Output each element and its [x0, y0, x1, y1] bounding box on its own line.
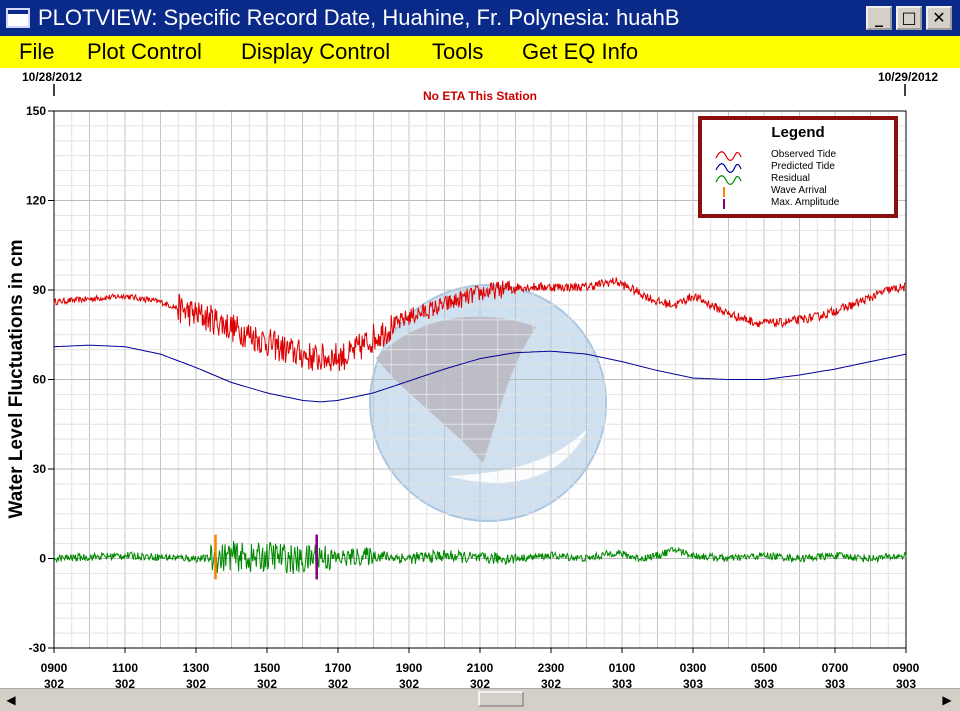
x-tick-label-time: 0500 — [751, 661, 778, 675]
x-tick-label-day: 303 — [896, 677, 916, 688]
x-tick-label-day: 303 — [825, 677, 845, 688]
legend-symbol-observed — [715, 151, 742, 161]
series-observed-tide — [53, 277, 907, 372]
scroll-left-arrow-icon[interactable]: ◀ — [6, 693, 16, 707]
y-tick-label: 150 — [26, 104, 46, 118]
scrollbar-thumb[interactable] — [478, 691, 524, 707]
y-tick-label: 90 — [33, 283, 47, 297]
x-tick-label-day: 302 — [44, 677, 64, 688]
x-tick-label-time: 1900 — [396, 661, 423, 675]
x-tick-label-time: 1100 — [112, 661, 138, 675]
legend-entry-max-amplitude: Max. Amplitude — [714, 197, 894, 210]
legend-symbol-predicted — [715, 163, 742, 173]
legend-symbol-wave-arrival — [723, 187, 725, 197]
scroll-right-arrow-icon[interactable]: ▶ — [942, 693, 952, 707]
legend-label-max-amplitude: Max. Amplitude — [771, 197, 840, 208]
legend-symbol-residual — [715, 175, 742, 185]
x-tick-label-time: 0700 — [822, 661, 849, 675]
x-tick-label-time: 2300 — [538, 661, 565, 675]
y-axis-title: Water Level Fluctuations in cm — [6, 239, 27, 518]
horizontal-scrollbar[interactable]: ◀ ▶ — [0, 688, 960, 711]
series-predicted-tide — [53, 344, 907, 403]
x-tick-label-day: 302 — [328, 677, 348, 688]
menu-get-eq-info[interactable]: Get EQ Info — [522, 39, 639, 64]
menu-display-control[interactable]: Display Control — [241, 39, 391, 64]
x-tick-label-time: 0300 — [680, 661, 707, 675]
x-tick-label-day: 302 — [115, 677, 135, 688]
x-tick-label-day: 303 — [612, 677, 632, 688]
x-tick-label-time: 1700 — [325, 661, 352, 675]
menu-bar: File Plot Control Display Control Tools … — [0, 36, 960, 68]
x-tick-label-day: 302 — [186, 677, 206, 688]
legend-entry-wave-arrival: Wave Arrival — [714, 185, 894, 198]
legend-title: Legend — [771, 124, 825, 141]
x-tick-label-time: 0900 — [893, 661, 920, 675]
eta-note: No ETA This Station — [423, 89, 537, 103]
x-tick-label-day: 302 — [257, 677, 277, 688]
x-tick-label-time: 2100 — [467, 661, 494, 675]
window-title: PLOTVIEW: Specific Record Date, Huahine,… — [38, 5, 680, 30]
noaa-watermark — [369, 284, 607, 522]
maximize-button[interactable]: □ — [896, 6, 922, 30]
x-tick-label-time: 0100 — [609, 661, 636, 675]
x-tick-label-day: 302 — [470, 677, 490, 688]
y-tick-label: 30 — [33, 462, 47, 476]
minimize-button[interactable]: _ — [866, 6, 892, 30]
start-date-label: 10/28/2012 — [22, 70, 82, 84]
menu-file[interactable]: File — [19, 39, 55, 64]
y-tick-label: -30 — [29, 641, 47, 655]
legend-label-wave-arrival: Wave Arrival — [771, 185, 827, 196]
title-bar[interactable]: PLOTVIEW: Specific Record Date, Huahine,… — [0, 0, 960, 36]
legend-entry-residual: Residual — [714, 173, 894, 186]
x-tick-label-day: 303 — [683, 677, 703, 688]
legend-label-observed: Observed Tide — [771, 149, 837, 160]
x-tick-label-day: 302 — [399, 677, 419, 688]
y-tick-label: 60 — [33, 373, 47, 387]
end-date-label: 10/29/2012 — [878, 70, 938, 84]
plot-area: 150 120 90 60 30 0 -30 0900 302 1100 302 1300 302 15… — [0, 68, 960, 691]
legend-symbol-max-amplitude — [723, 199, 725, 209]
menu-tools[interactable]: Tools — [432, 39, 484, 64]
legend-label-predicted: Predicted Tide — [771, 161, 835, 172]
x-tick-label-day: 302 — [541, 677, 561, 688]
chart-legend: Legend Observed Tide Predicted Tide Resi… — [698, 116, 898, 218]
tide-chart: 150 120 90 60 30 0 -30 0900 302 1100 302 1300 302 15… — [6, 70, 938, 691]
x-tick-label-time: 1500 — [254, 661, 281, 675]
legend-label-residual: Residual — [771, 173, 810, 184]
close-button[interactable]: ✕ — [926, 6, 952, 30]
y-tick-label: 120 — [26, 194, 46, 208]
legend-entry-predicted: Predicted Tide — [714, 161, 894, 174]
x-tick-label-day: 303 — [754, 677, 774, 688]
legend-entry-observed: Observed Tide — [714, 149, 894, 162]
x-tick-label-time: 0900 — [41, 661, 68, 675]
menu-plot-control[interactable]: Plot Control — [87, 39, 202, 64]
x-tick-label-time: 1300 — [183, 661, 210, 675]
y-tick-label: 0 — [39, 552, 46, 566]
window-icon[interactable] — [6, 8, 30, 28]
series-residual — [53, 540, 907, 574]
